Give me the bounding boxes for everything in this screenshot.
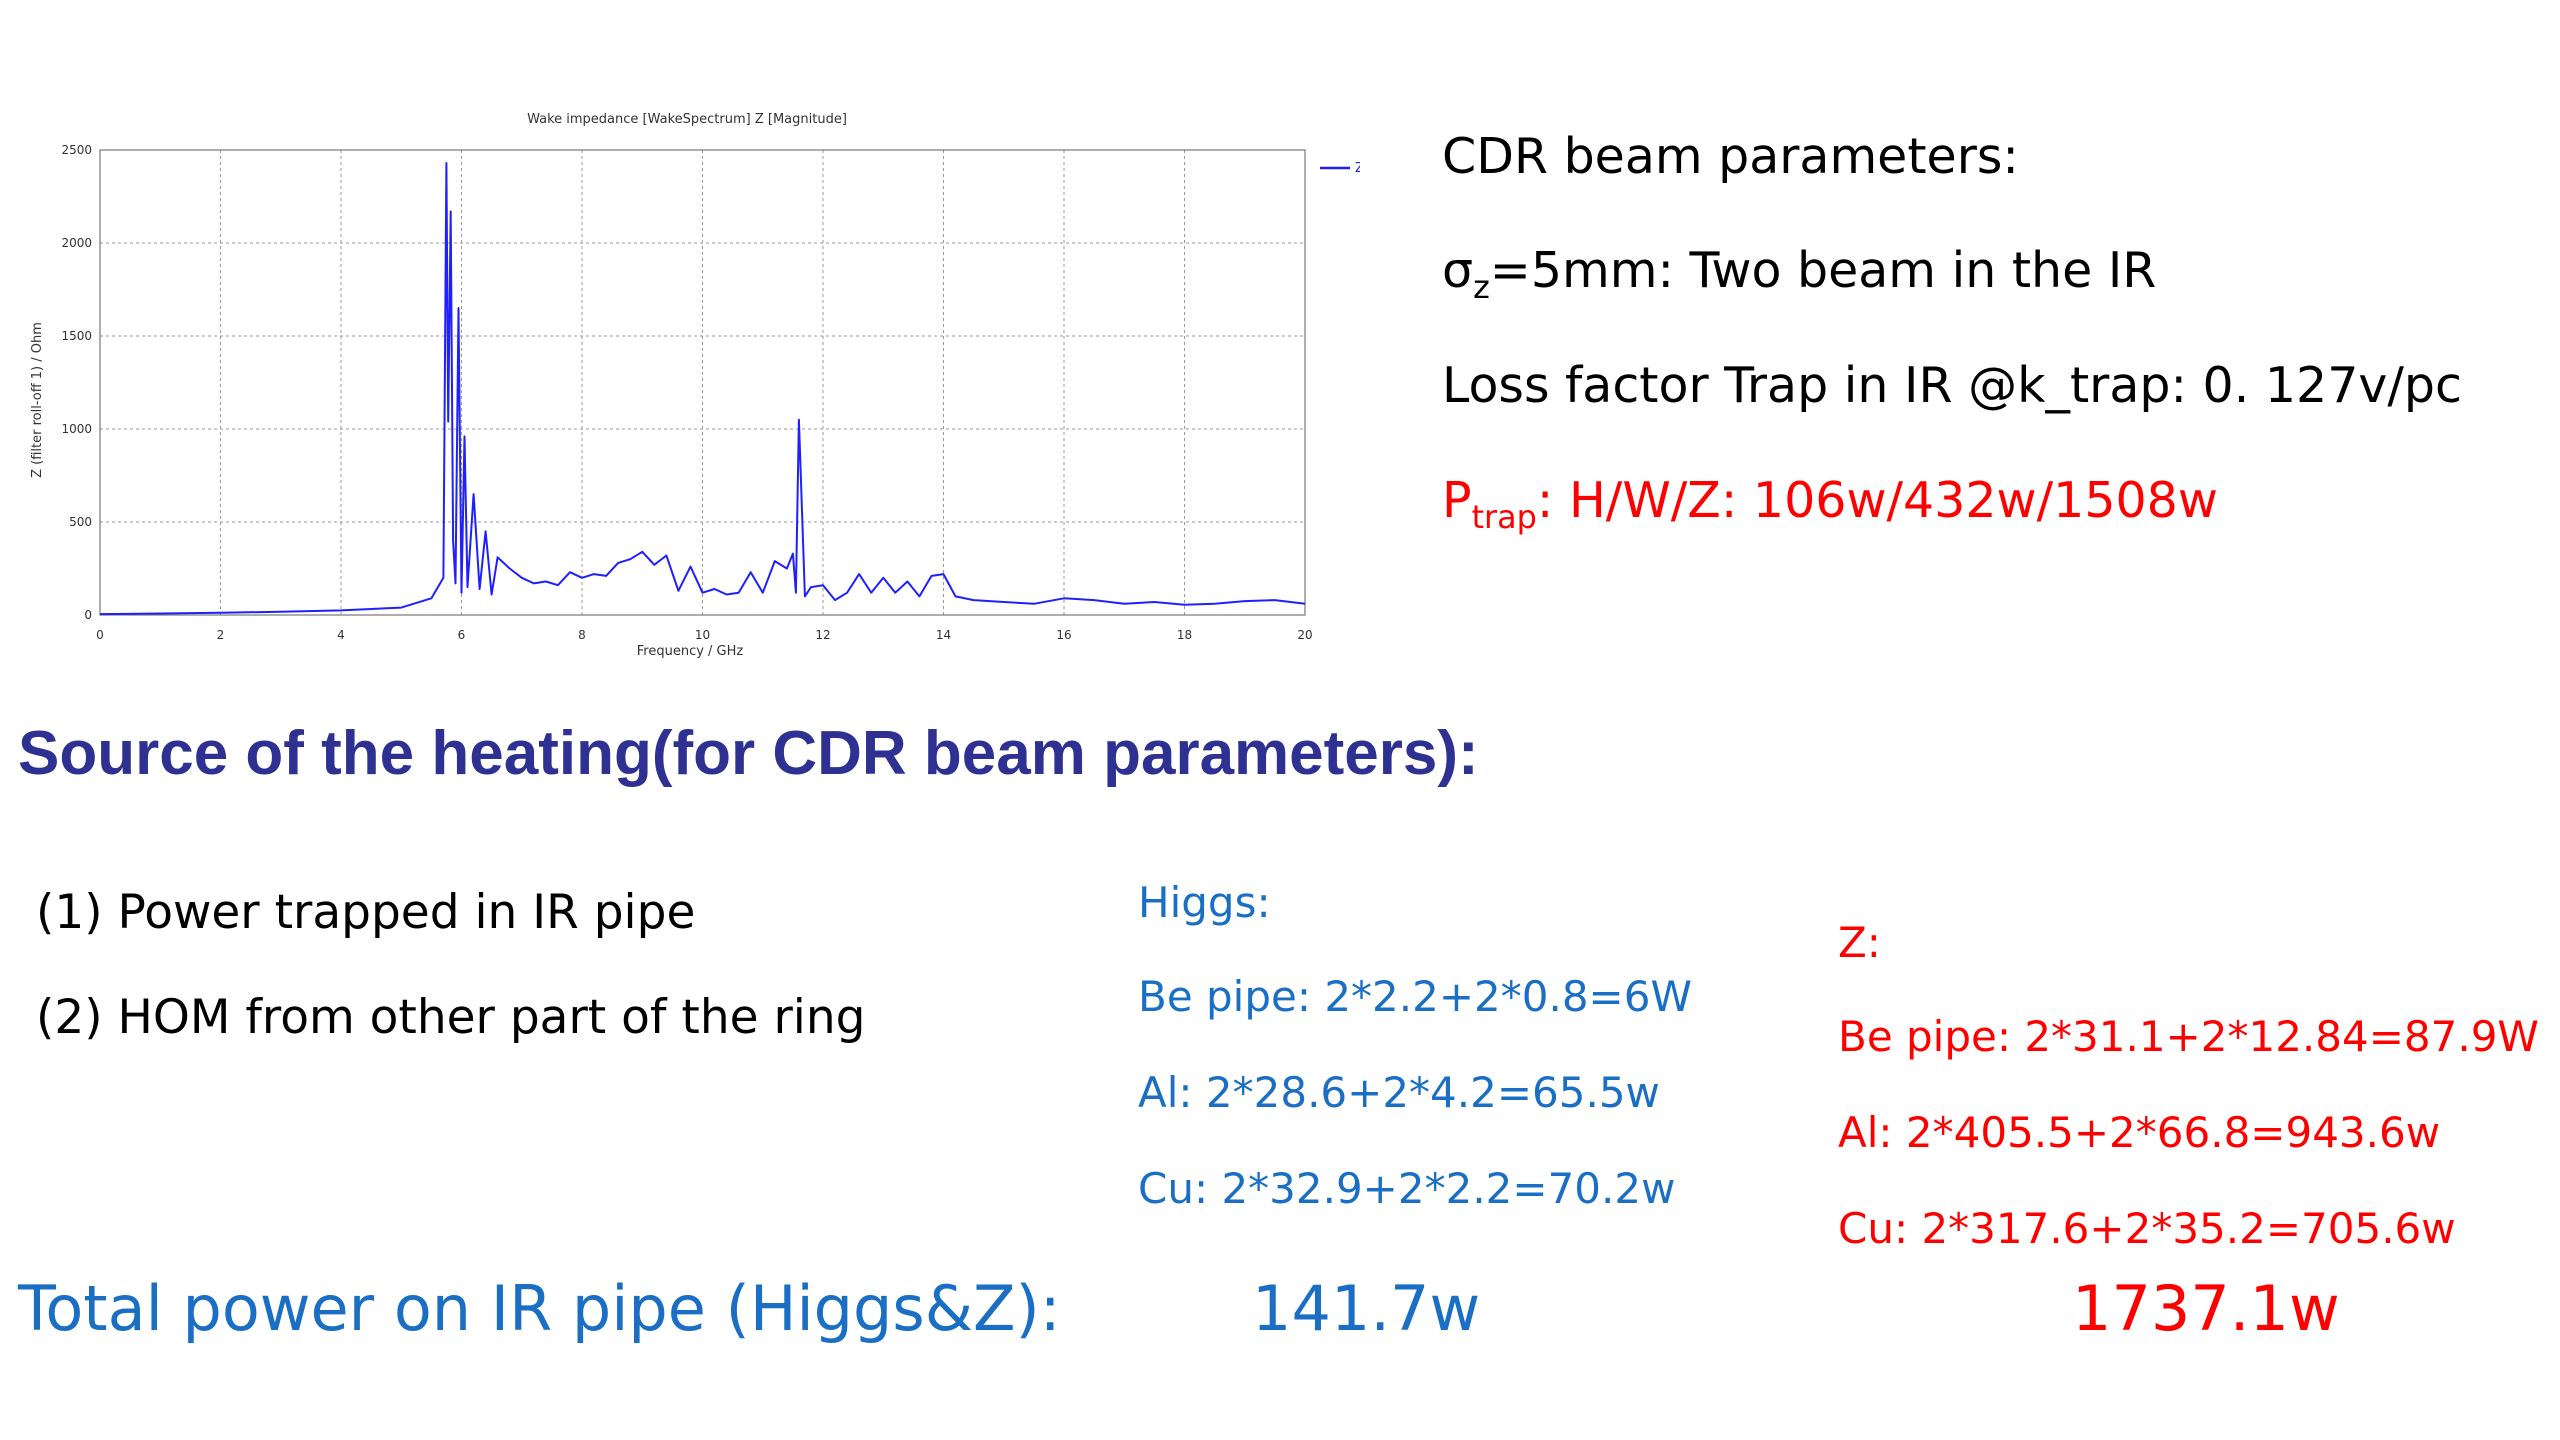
total-label: Total power on IR pipe (Higgs&Z): <box>18 1272 1061 1345</box>
y-tick-label: 2500 <box>61 143 92 157</box>
x-tick-label: 20 <box>1297 628 1312 642</box>
x-tick-label: 12 <box>815 628 830 642</box>
source-item-2: (2) HOM from other part of the ring <box>36 990 865 1045</box>
z-cu: Cu: 2*317.6+2*35.2=705.6w <box>1838 1204 2456 1253</box>
z-label: Z: <box>1838 918 1881 967</box>
total-z-value: 1737.1w <box>2072 1272 2340 1345</box>
z-al: Al: 2*405.5+2*66.8=943.6w <box>1838 1108 2441 1157</box>
x-tick-label: 8 <box>578 628 586 642</box>
section-heading: Source of the heating(for CDR beam param… <box>18 719 1479 788</box>
x-axis-label: Frequency / GHz <box>637 644 744 659</box>
source-item-2-number: (2) <box>36 990 103 1045</box>
ptrap-text: : H/W/Z: 106w/432w/1508w <box>1536 472 2218 529</box>
sigma-text: =5mm: Two beam in the IR <box>1489 242 2157 299</box>
y-tick-label: 0 <box>84 608 92 622</box>
source-item-1-text: Power trapped in IR pipe <box>117 885 696 940</box>
chart-ticks: 0 2 4 6 8 10 12 14 16 18 20 0 500 1000 1500 2000 2500 <box>61 143 1312 642</box>
y-tick-label: 2000 <box>61 236 92 250</box>
x-tick-label: 18 <box>1177 628 1192 642</box>
chart-grid <box>100 150 1305 615</box>
cdr-params-title: CDR beam parameters: <box>1442 128 2019 185</box>
x-tick-label: 16 <box>1056 628 1071 642</box>
x-tick-label: 0 <box>96 628 104 642</box>
source-item-1: (1) Power trapped in IR pipe <box>36 885 695 940</box>
chart-frame <box>99 149 1306 616</box>
ptrap-symbol: P <box>1442 472 1472 529</box>
z-be-pipe: Be pipe: 2*31.1+2*12.84=87.9W <box>1838 1012 2539 1061</box>
total-higgs-value: 141.7w <box>1252 1272 1481 1345</box>
x-tick-label: 6 <box>458 628 466 642</box>
higgs-al: Al: 2*28.6+2*4.2=65.5w <box>1138 1068 1660 1117</box>
y-tick-label: 1500 <box>61 329 92 343</box>
series-z-line <box>99 162 1306 616</box>
ptrap-subscript: trap <box>1471 497 1537 536</box>
source-item-2-text: HOM from other part of the ring <box>117 990 866 1045</box>
y-tick-label: 500 <box>69 515 92 529</box>
sigma-subscript: z <box>1473 267 1490 306</box>
loss-factor-line: Loss factor Trap in IR @k_trap: 0. 127v/… <box>1442 357 2462 414</box>
sigma-line: σz=5mm: Two beam in the IR <box>1442 242 2156 306</box>
x-tick-label: 2 <box>217 628 225 642</box>
chart-title: Wake impedance [WakeSpectrum] Z [Magnitu… <box>527 112 847 127</box>
higgs-be-pipe: Be pipe: 2*2.2+2*0.8=6W <box>1138 972 1692 1021</box>
y-tick-label: 1000 <box>61 422 92 436</box>
x-tick-label: 14 <box>936 628 951 642</box>
higgs-cu: Cu: 2*32.9+2*2.2=70.2w <box>1138 1164 1676 1213</box>
x-tick-label: 10 <box>695 628 710 642</box>
sigma-symbol: σ <box>1442 242 1474 299</box>
ptrap-line: Ptrap: H/W/Z: 106w/432w/1508w <box>1442 472 2218 536</box>
y-axis-label: Z (filter roll-off 1) / Ohm <box>30 322 45 478</box>
source-item-1-number: (1) <box>36 885 103 940</box>
higgs-label: Higgs: <box>1138 878 1271 927</box>
x-tick-label: 4 <box>337 628 345 642</box>
impedance-chart: Wake impedance [WakeSpectrum] Z [Magnitu… <box>30 112 1360 659</box>
legend-label-z: Z <box>1355 161 1360 176</box>
